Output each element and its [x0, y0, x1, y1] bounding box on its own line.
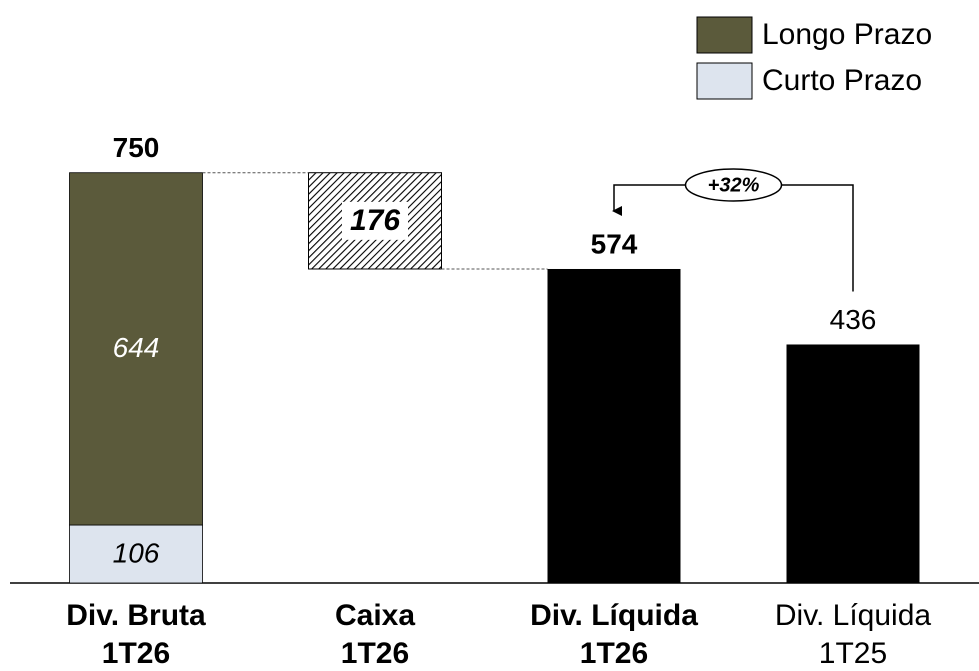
legend-label: Longo Prazo	[762, 18, 932, 51]
x-tick-label: 1T26	[341, 637, 409, 670]
value-label: 436	[830, 304, 877, 335]
segment-label: 644	[113, 332, 160, 363]
annotation-bubble	[684, 168, 783, 202]
value-label: 750	[113, 132, 160, 163]
annotation-text: +32%	[708, 174, 760, 196]
legend-swatch	[696, 16, 753, 54]
x-tick-label: Caixa	[335, 599, 415, 632]
legend-label: Curto Prazo	[762, 64, 922, 97]
bar-segment	[69, 524, 203, 584]
x-tick-label: 1T25	[819, 637, 887, 670]
x-tick-label: 1T26	[580, 637, 648, 670]
bar	[547, 268, 681, 583]
segment-label: 106	[113, 537, 160, 568]
value-label: 176	[350, 204, 400, 237]
x-tick-label: Div. Líquida	[530, 599, 698, 632]
x-tick-label: Div. Bruta	[66, 599, 206, 632]
x-tick-label: 1T26	[102, 637, 170, 670]
value-label: 574	[591, 228, 638, 259]
legend-swatch	[696, 62, 753, 100]
bar	[786, 344, 920, 583]
label-bg	[342, 201, 408, 240]
x-tick-label: Div. Líquida	[775, 599, 932, 632]
bar-segment	[69, 172, 203, 526]
